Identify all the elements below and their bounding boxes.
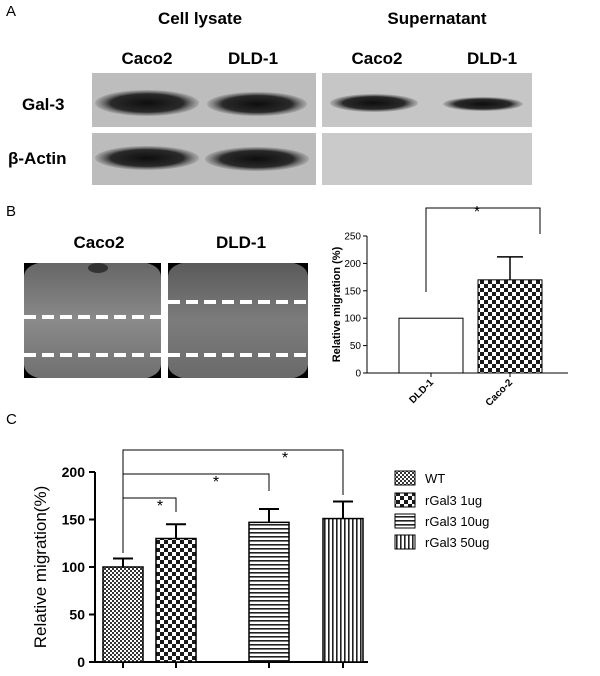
y-tick-label-b: 100 — [344, 314, 361, 325]
panel-a: A Cell lysate Supernatant Caco2 DLD-1 Ca… — [6, 3, 532, 185]
legend-label-rgal3-50ug: rGal3 50ug — [425, 535, 489, 550]
band-actin-dld1-lysate — [205, 147, 309, 171]
significance-star-c-3: * — [282, 450, 288, 467]
y-tick-label-c: 100 — [62, 559, 86, 575]
legend-swatch-rgal3-50ug — [394, 534, 416, 550]
bar-wt — [102, 566, 144, 663]
significance-bracket-c-3 — [122, 449, 344, 553]
band-gal3-dld1-lysate — [207, 92, 307, 116]
y-tick-label-b: 0 — [355, 369, 361, 380]
band-gal3-caco2-supernatant — [330, 94, 418, 112]
significance-bracket-b — [425, 207, 541, 292]
y-axis-label-b: Relative migration (%) — [331, 246, 343, 362]
y-tick-label-c: 150 — [62, 512, 86, 528]
micrograph-caco2 — [24, 263, 161, 378]
lane-label-dld1-lysate: DLD-1 — [228, 49, 278, 68]
y-axis-label-c: Relative migration(%) — [31, 486, 50, 649]
legend-swatch-rgal3-10ug — [394, 513, 416, 529]
panel-a-letter: A — [6, 3, 16, 20]
blot-actin-supernatant — [322, 133, 532, 185]
chart-c: 0 50 100 150 200 Relative migration(%) * * * WT rG… — [31, 449, 489, 670]
bar-rgal3-1ug — [155, 537, 197, 663]
y-tick-label-b: 200 — [344, 259, 361, 270]
lane-label-caco2-lysate: Caco2 — [121, 49, 172, 68]
row-label-gal3: Gal-3 — [22, 95, 65, 114]
x-tick-label-caco-2: Caco-2 — [484, 377, 516, 409]
band-gal3-caco2-lysate — [95, 90, 199, 116]
significance-star-c-1: * — [157, 498, 163, 515]
y-tick-label-c: 50 — [69, 607, 85, 623]
panel-c: C 0 50 100 150 200 Relative migration(%) * * * WT… — [6, 411, 489, 670]
bar-dld-1 — [398, 317, 464, 374]
band-actin-caco2-lysate — [95, 146, 199, 170]
group-label-supernatant: Supernatant — [387, 9, 487, 28]
y-tick-label-b: 150 — [344, 286, 361, 297]
group-label-cell-lysate: Cell lysate — [158, 9, 242, 28]
bar-rgal3-50ug — [322, 517, 364, 663]
y-tick-label-b: 250 — [344, 232, 361, 243]
legend-swatch-wt — [394, 470, 416, 486]
x-tick-label-dld-1: DLD-1 — [408, 377, 437, 406]
image-label-caco2: Caco2 — [73, 233, 124, 252]
y-tick-label-b: 50 — [350, 341, 362, 352]
image-label-dld1: DLD-1 — [216, 233, 266, 252]
significance-star-c-2: * — [213, 474, 219, 491]
panel-b-letter: B — [6, 203, 16, 220]
y-tick-label-c: 0 — [77, 654, 85, 670]
bar-rgal3-10ug — [248, 521, 290, 663]
significance-star-b: * — [474, 204, 480, 221]
band-gal3-dld1-supernatant — [443, 97, 523, 111]
legend-label-rgal3-1ug: rGal3 1ug — [425, 493, 482, 508]
micrograph-dld1 — [168, 263, 308, 378]
legend-label-wt: WT — [425, 471, 445, 486]
y-tick-label-c: 200 — [62, 464, 86, 480]
bar-caco-2 — [477, 279, 543, 374]
legend-swatch-rgal3-1ug — [394, 492, 416, 508]
lane-label-caco2-supernatant: Caco2 — [351, 49, 402, 68]
lane-label-dld1-supernatant: DLD-1 — [467, 49, 517, 68]
legend-label-rgal3-10ug: rGal3 10ug — [425, 514, 489, 529]
panel-c-letter: C — [6, 411, 17, 428]
row-label-beta-actin: β-Actin — [8, 149, 67, 168]
